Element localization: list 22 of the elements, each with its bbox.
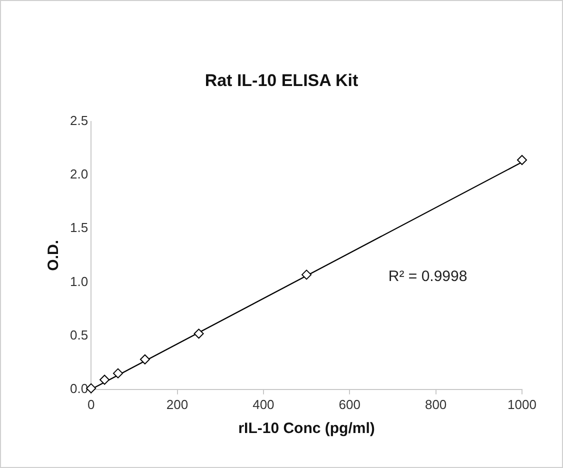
- chart-title: Rat IL-10 ELISA Kit: [204, 70, 358, 90]
- x-tick-label: 600: [338, 396, 360, 412]
- point: [113, 368, 124, 378]
- y-tick-label: 1.0: [70, 274, 88, 289]
- y-tick-label: 0.5: [70, 327, 88, 342]
- x-tick-label: 0: [87, 396, 95, 412]
- x-tick-label: 1000: [508, 396, 536, 412]
- x-tick-label: 200: [166, 396, 188, 412]
- point: [194, 328, 204, 339]
- y-tick-label: 2.5: [70, 112, 88, 128]
- x-tick-label: 400: [252, 396, 274, 412]
- y-tick-label: 1.5: [70, 220, 88, 236]
- annotation: R² = 0.9998: [388, 268, 468, 285]
- y-tick-label: 0.0: [70, 380, 88, 396]
- point: [100, 374, 110, 385]
- point: [302, 270, 312, 280]
- point: [140, 354, 150, 364]
- y-tick-label: 2.0: [70, 166, 88, 182]
- x-tick-label: 800: [424, 396, 447, 412]
- y-axis-title: O.D.: [45, 240, 62, 271]
- point: [517, 154, 527, 165]
- x-axis-title: rIL-10 Conc (pg/ml): [238, 420, 375, 438]
